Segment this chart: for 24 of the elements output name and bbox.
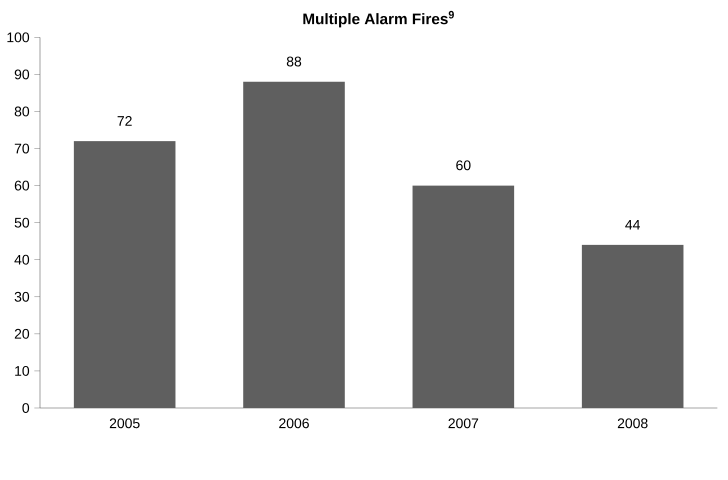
y-tick-label: 10: [15, 366, 30, 376]
bar: [412, 186, 514, 408]
data-label: 88: [286, 56, 302, 66]
data-label: 72: [118, 116, 132, 126]
y-tick-label: 40: [14, 254, 30, 265]
x-tick-label: 2006: [279, 418, 309, 428]
bar: [582, 244, 684, 408]
y-tick-label: 0: [22, 403, 30, 413]
data-label: 44: [625, 220, 640, 230]
y-tick-label: 70: [14, 144, 30, 154]
y-tick-label: 100: [7, 32, 30, 42]
data-label: 60: [456, 160, 471, 170]
y-tick-label: 50: [14, 218, 30, 228]
x-tick-label: 2008: [618, 418, 648, 428]
x-tick-label: 2007: [448, 418, 478, 428]
bar: [74, 141, 176, 408]
x-tick-label: 2005: [110, 418, 140, 428]
y-tick-label: 60: [14, 180, 30, 191]
y-tick-label: 20: [14, 328, 30, 339]
y-tick-label: 30: [14, 292, 30, 302]
bar: [243, 82, 345, 408]
chart-title: Multiple Alarm Fires$^{9}$: [303, 10, 454, 28]
y-tick-label: 90: [14, 69, 30, 80]
y-tick-label: 80: [14, 106, 30, 116]
